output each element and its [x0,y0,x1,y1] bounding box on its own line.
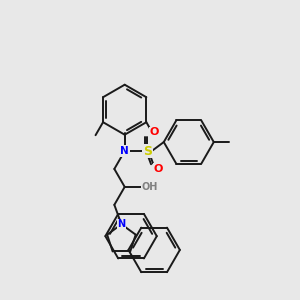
Text: O: O [154,164,163,174]
Text: O: O [149,127,159,137]
Text: N: N [120,146,129,156]
Text: S: S [143,145,152,158]
Text: OH: OH [142,182,158,192]
Text: N: N [117,219,125,229]
